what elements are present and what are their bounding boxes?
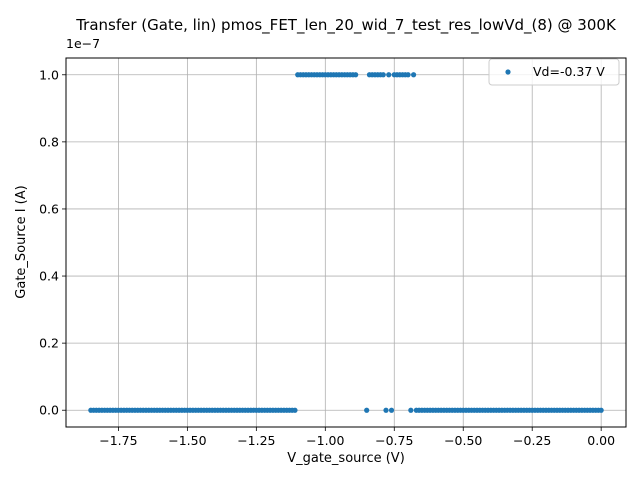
x-axis-label: V_gate_source (V) [287,451,405,466]
data-points [88,72,604,413]
data-point [598,407,604,413]
data-point [380,72,386,78]
y-tick-label: 0.4 [39,269,59,284]
y-tick-label: 0.2 [39,336,59,351]
data-point [383,407,389,413]
y-axis-ticks: 0.0 0.2 0.4 0.6 0.8 1.0 [39,67,66,418]
x-tick-label: −1.50 [168,433,206,448]
y-axis-multiplier: 1e−7 [66,36,100,51]
x-tick-label: −1.75 [99,433,137,448]
data-point [292,407,298,413]
x-tick-label: −1.00 [306,433,344,448]
x-tick-label: −1.25 [237,433,275,448]
y-tick-label: 0.8 [39,134,59,149]
data-point [405,72,411,78]
legend-box [488,58,620,86]
data-point [388,407,395,413]
legend-label: Vd=-0.37 V [533,64,605,79]
data-point [410,72,417,78]
y-tick-label: 0.6 [39,201,59,216]
x-tick-label: −0.25 [513,433,551,448]
data-point [353,72,359,78]
legend-marker [505,69,511,75]
plot-frame [65,57,627,428]
x-tick-label: 0.00 [587,433,615,448]
x-tick-label: −0.75 [375,433,413,448]
data-point [386,72,392,78]
legend: Vd=-0.37 V [488,58,620,86]
x-tick-label: −0.50 [444,433,482,448]
data-point [408,407,414,413]
data-point [364,407,370,413]
x-axis-ticks: −1.75 −1.50 −1.25 −1.00 −0.75 −0.50 −0.25 0.00 [99,427,615,448]
chart-title: Transfer (Gate, lin) pmos_FET_len_20_wid… [75,16,617,35]
y-tick-label: 0.0 [39,403,59,418]
axes [65,57,627,428]
y-axis-label: Gate_Source I (A) [14,185,29,298]
y-tick-label: 1.0 [39,67,59,82]
